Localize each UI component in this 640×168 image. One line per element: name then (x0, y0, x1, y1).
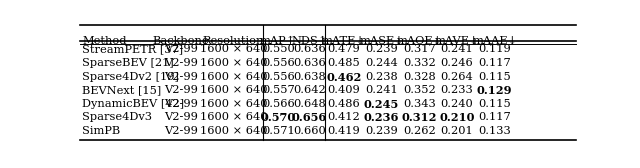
Text: 0.239: 0.239 (365, 126, 398, 136)
Text: V2-99: V2-99 (164, 58, 198, 68)
Text: 0.244: 0.244 (365, 58, 398, 68)
Text: 0.241: 0.241 (440, 45, 474, 54)
Text: NDS↑: NDS↑ (291, 36, 328, 46)
Text: Resolution: Resolution (203, 36, 264, 46)
Text: 0.115: 0.115 (478, 99, 511, 109)
Text: V2-99: V2-99 (164, 85, 198, 95)
Text: 0.246: 0.246 (440, 58, 474, 68)
Text: 0.636: 0.636 (293, 45, 326, 54)
Text: mASE↓: mASE↓ (359, 36, 404, 46)
Text: V2-99: V2-99 (164, 72, 198, 82)
Text: 0.571: 0.571 (262, 126, 294, 136)
Text: 0.233: 0.233 (440, 85, 474, 95)
Text: StreamPETR [37]: StreamPETR [37] (83, 45, 184, 54)
Text: 0.317: 0.317 (403, 45, 436, 54)
Text: 1600 × 640: 1600 × 640 (200, 85, 267, 95)
Text: mATE↓: mATE↓ (322, 36, 365, 46)
Text: 1600 × 640: 1600 × 640 (200, 126, 267, 136)
Text: 0.245: 0.245 (364, 99, 399, 110)
Text: BEVNext [15]: BEVNext [15] (83, 85, 162, 95)
Text: 0.638: 0.638 (293, 72, 326, 82)
Text: Method: Method (83, 36, 127, 46)
Text: Sparse4Dv3: Sparse4Dv3 (83, 112, 152, 122)
Text: 0.642: 0.642 (293, 85, 326, 95)
Text: 0.343: 0.343 (403, 99, 436, 109)
Text: 0.129: 0.129 (477, 85, 513, 96)
Text: 0.328: 0.328 (403, 72, 436, 82)
Text: SimPB: SimPB (83, 126, 121, 136)
Text: 0.557: 0.557 (262, 85, 294, 95)
Text: 0.479: 0.479 (328, 45, 360, 54)
Text: V2-99: V2-99 (164, 126, 198, 136)
Text: SparseBEV [21]: SparseBEV [21] (83, 58, 174, 68)
Text: 0.485: 0.485 (328, 58, 360, 68)
Text: 0.566: 0.566 (262, 99, 294, 109)
Text: 0.262: 0.262 (403, 126, 436, 136)
Text: 0.241: 0.241 (365, 85, 398, 95)
Text: 0.238: 0.238 (365, 72, 398, 82)
Text: 0.550: 0.550 (262, 45, 294, 54)
Text: 0.570: 0.570 (260, 112, 296, 123)
Text: 0.210: 0.210 (439, 112, 475, 123)
Text: 0.133: 0.133 (478, 126, 511, 136)
Text: 0.119: 0.119 (478, 45, 511, 54)
Text: V2-99: V2-99 (164, 45, 198, 54)
Text: 0.352: 0.352 (403, 85, 436, 95)
Text: 0.312: 0.312 (401, 112, 437, 123)
Text: 0.236: 0.236 (364, 112, 399, 123)
Text: 0.264: 0.264 (440, 72, 474, 82)
Text: mAAE↓: mAAE↓ (472, 36, 517, 46)
Text: 0.656: 0.656 (292, 112, 327, 123)
Text: 0.660: 0.660 (293, 126, 326, 136)
Text: 1600 × 640: 1600 × 640 (200, 58, 267, 68)
Text: V2-99: V2-99 (164, 112, 198, 122)
Text: 0.201: 0.201 (440, 126, 474, 136)
Text: 0.117: 0.117 (478, 112, 511, 122)
Text: V2-99: V2-99 (164, 99, 198, 109)
Text: 0.556: 0.556 (262, 58, 294, 68)
Text: 1600 × 640: 1600 × 640 (200, 99, 267, 109)
Text: DynamicBEV [42]: DynamicBEV [42] (83, 99, 184, 109)
Text: 0.332: 0.332 (403, 58, 436, 68)
Text: 0.648: 0.648 (293, 99, 326, 109)
Text: 0.240: 0.240 (440, 99, 474, 109)
Text: 0.409: 0.409 (328, 85, 360, 95)
Text: 1600 × 640: 1600 × 640 (200, 45, 267, 54)
Text: 1600 × 640: 1600 × 640 (200, 112, 267, 122)
Text: 1600 × 640: 1600 × 640 (200, 72, 267, 82)
Text: 0.556: 0.556 (262, 72, 294, 82)
Text: Sparse4Dv2 [19]: Sparse4Dv2 [19] (83, 72, 179, 82)
Text: 0.462: 0.462 (326, 72, 362, 83)
Text: 0.239: 0.239 (365, 45, 398, 54)
Text: mAVE↓: mAVE↓ (435, 36, 479, 46)
Text: 0.117: 0.117 (478, 58, 511, 68)
Text: 0.486: 0.486 (328, 99, 360, 109)
Text: 0.419: 0.419 (328, 126, 360, 136)
Text: 0.412: 0.412 (328, 112, 360, 122)
Text: mAP↑: mAP↑ (260, 36, 296, 46)
Text: 0.636: 0.636 (293, 58, 326, 68)
Text: Backbone: Backbone (153, 36, 209, 46)
Text: mAOE↓: mAOE↓ (396, 36, 442, 46)
Text: 0.115: 0.115 (478, 72, 511, 82)
